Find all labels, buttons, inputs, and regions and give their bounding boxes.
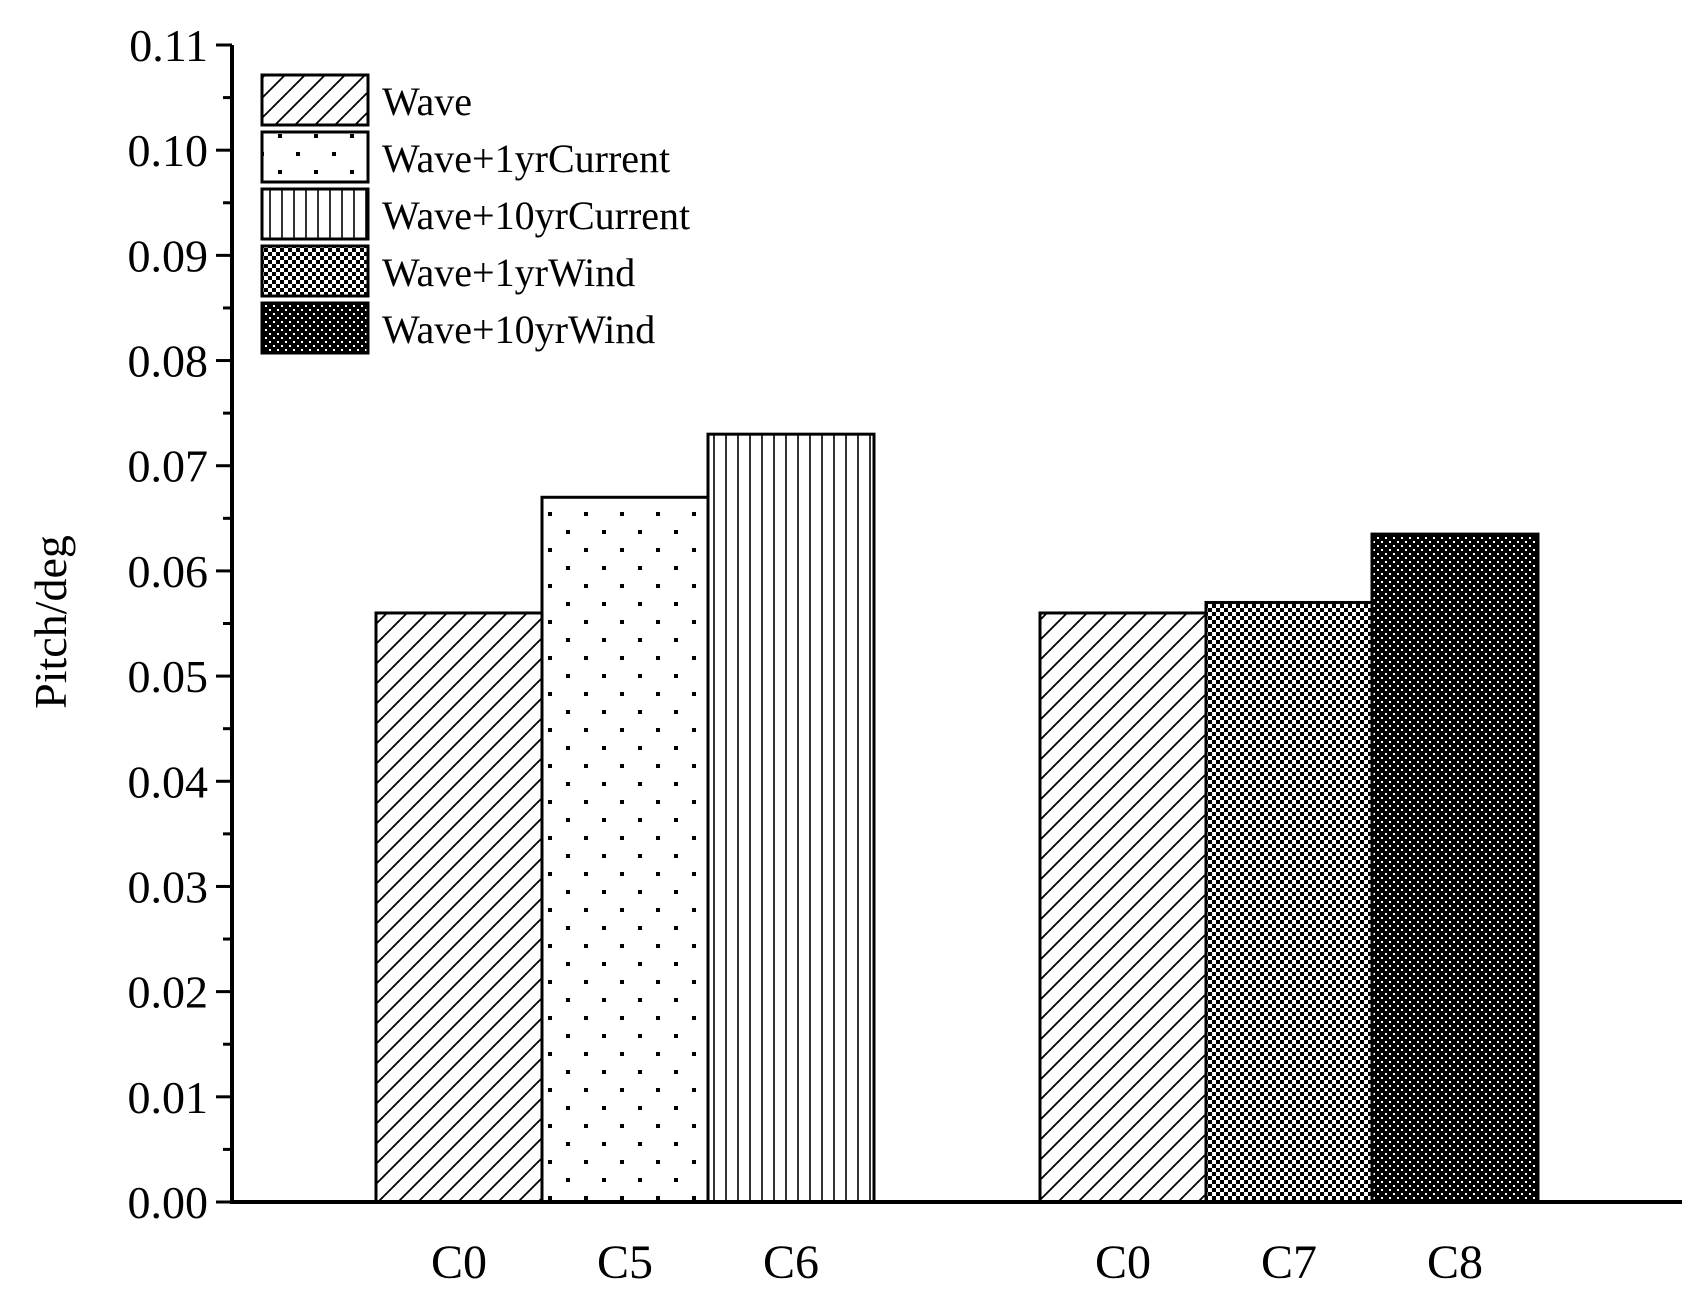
bar-c7-5	[1204, 600, 1374, 1204]
legend-label: Wave+1yrCurrent	[382, 136, 670, 181]
bar-c6-3	[706, 432, 876, 1204]
bars-group: C0 C5 C6 C0 C7 C8	[374, 432, 1540, 1289]
y-tick-label: 0.07	[128, 441, 209, 492]
legend-label: Wave	[382, 79, 472, 124]
legend-label: Wave+1yrWind	[382, 250, 635, 295]
bar-c0-1	[374, 611, 544, 1204]
legend-label: Wave+10yrCurrent	[382, 193, 690, 238]
y-tick-label: 0.08	[128, 336, 209, 387]
y-tick-label: 0.04	[128, 756, 209, 807]
legend-label: Wave+10yrWind	[382, 307, 655, 352]
y-tick-label: 0.09	[128, 230, 209, 281]
legend-swatch	[260, 187, 370, 241]
y-tick-label: 0.00	[128, 1177, 209, 1228]
legend-swatch	[260, 73, 370, 127]
y-tick-label: 0.01	[128, 1072, 209, 1123]
x-tick-label: C5	[597, 1236, 653, 1289]
y-axis-label: Pitch/deg	[25, 535, 76, 709]
bar-c5-2	[540, 495, 710, 1204]
y-tick-label: 0.11	[129, 20, 208, 71]
x-tick-label: C0	[431, 1236, 487, 1289]
y-tick-label: 0.03	[128, 861, 209, 912]
bar-c8-6	[1370, 532, 1540, 1204]
legend-swatch	[260, 130, 370, 184]
x-tick-label: C8	[1427, 1236, 1483, 1289]
y-tick-label: 0.05	[128, 651, 209, 702]
legend-swatch	[260, 301, 370, 355]
y-tick-label: 0.02	[128, 967, 209, 1018]
x-tick-label: C6	[763, 1236, 819, 1289]
legend: Wave Wave+1yrCurrent Wave+10yrCurrent Wave+…	[260, 73, 690, 355]
bar-c0-4	[1038, 611, 1208, 1204]
x-tick-label: C0	[1095, 1236, 1151, 1289]
y-tick-label: 0.10	[128, 125, 209, 176]
axes: 0.00 0.01 0.02 0.03 0.04 0.05 0.06 0.07 0.08 0.09…	[128, 20, 1682, 1228]
y-tick-label: 0.06	[128, 546, 209, 597]
legend-swatch	[260, 244, 370, 298]
x-tick-label: C7	[1261, 1236, 1317, 1289]
